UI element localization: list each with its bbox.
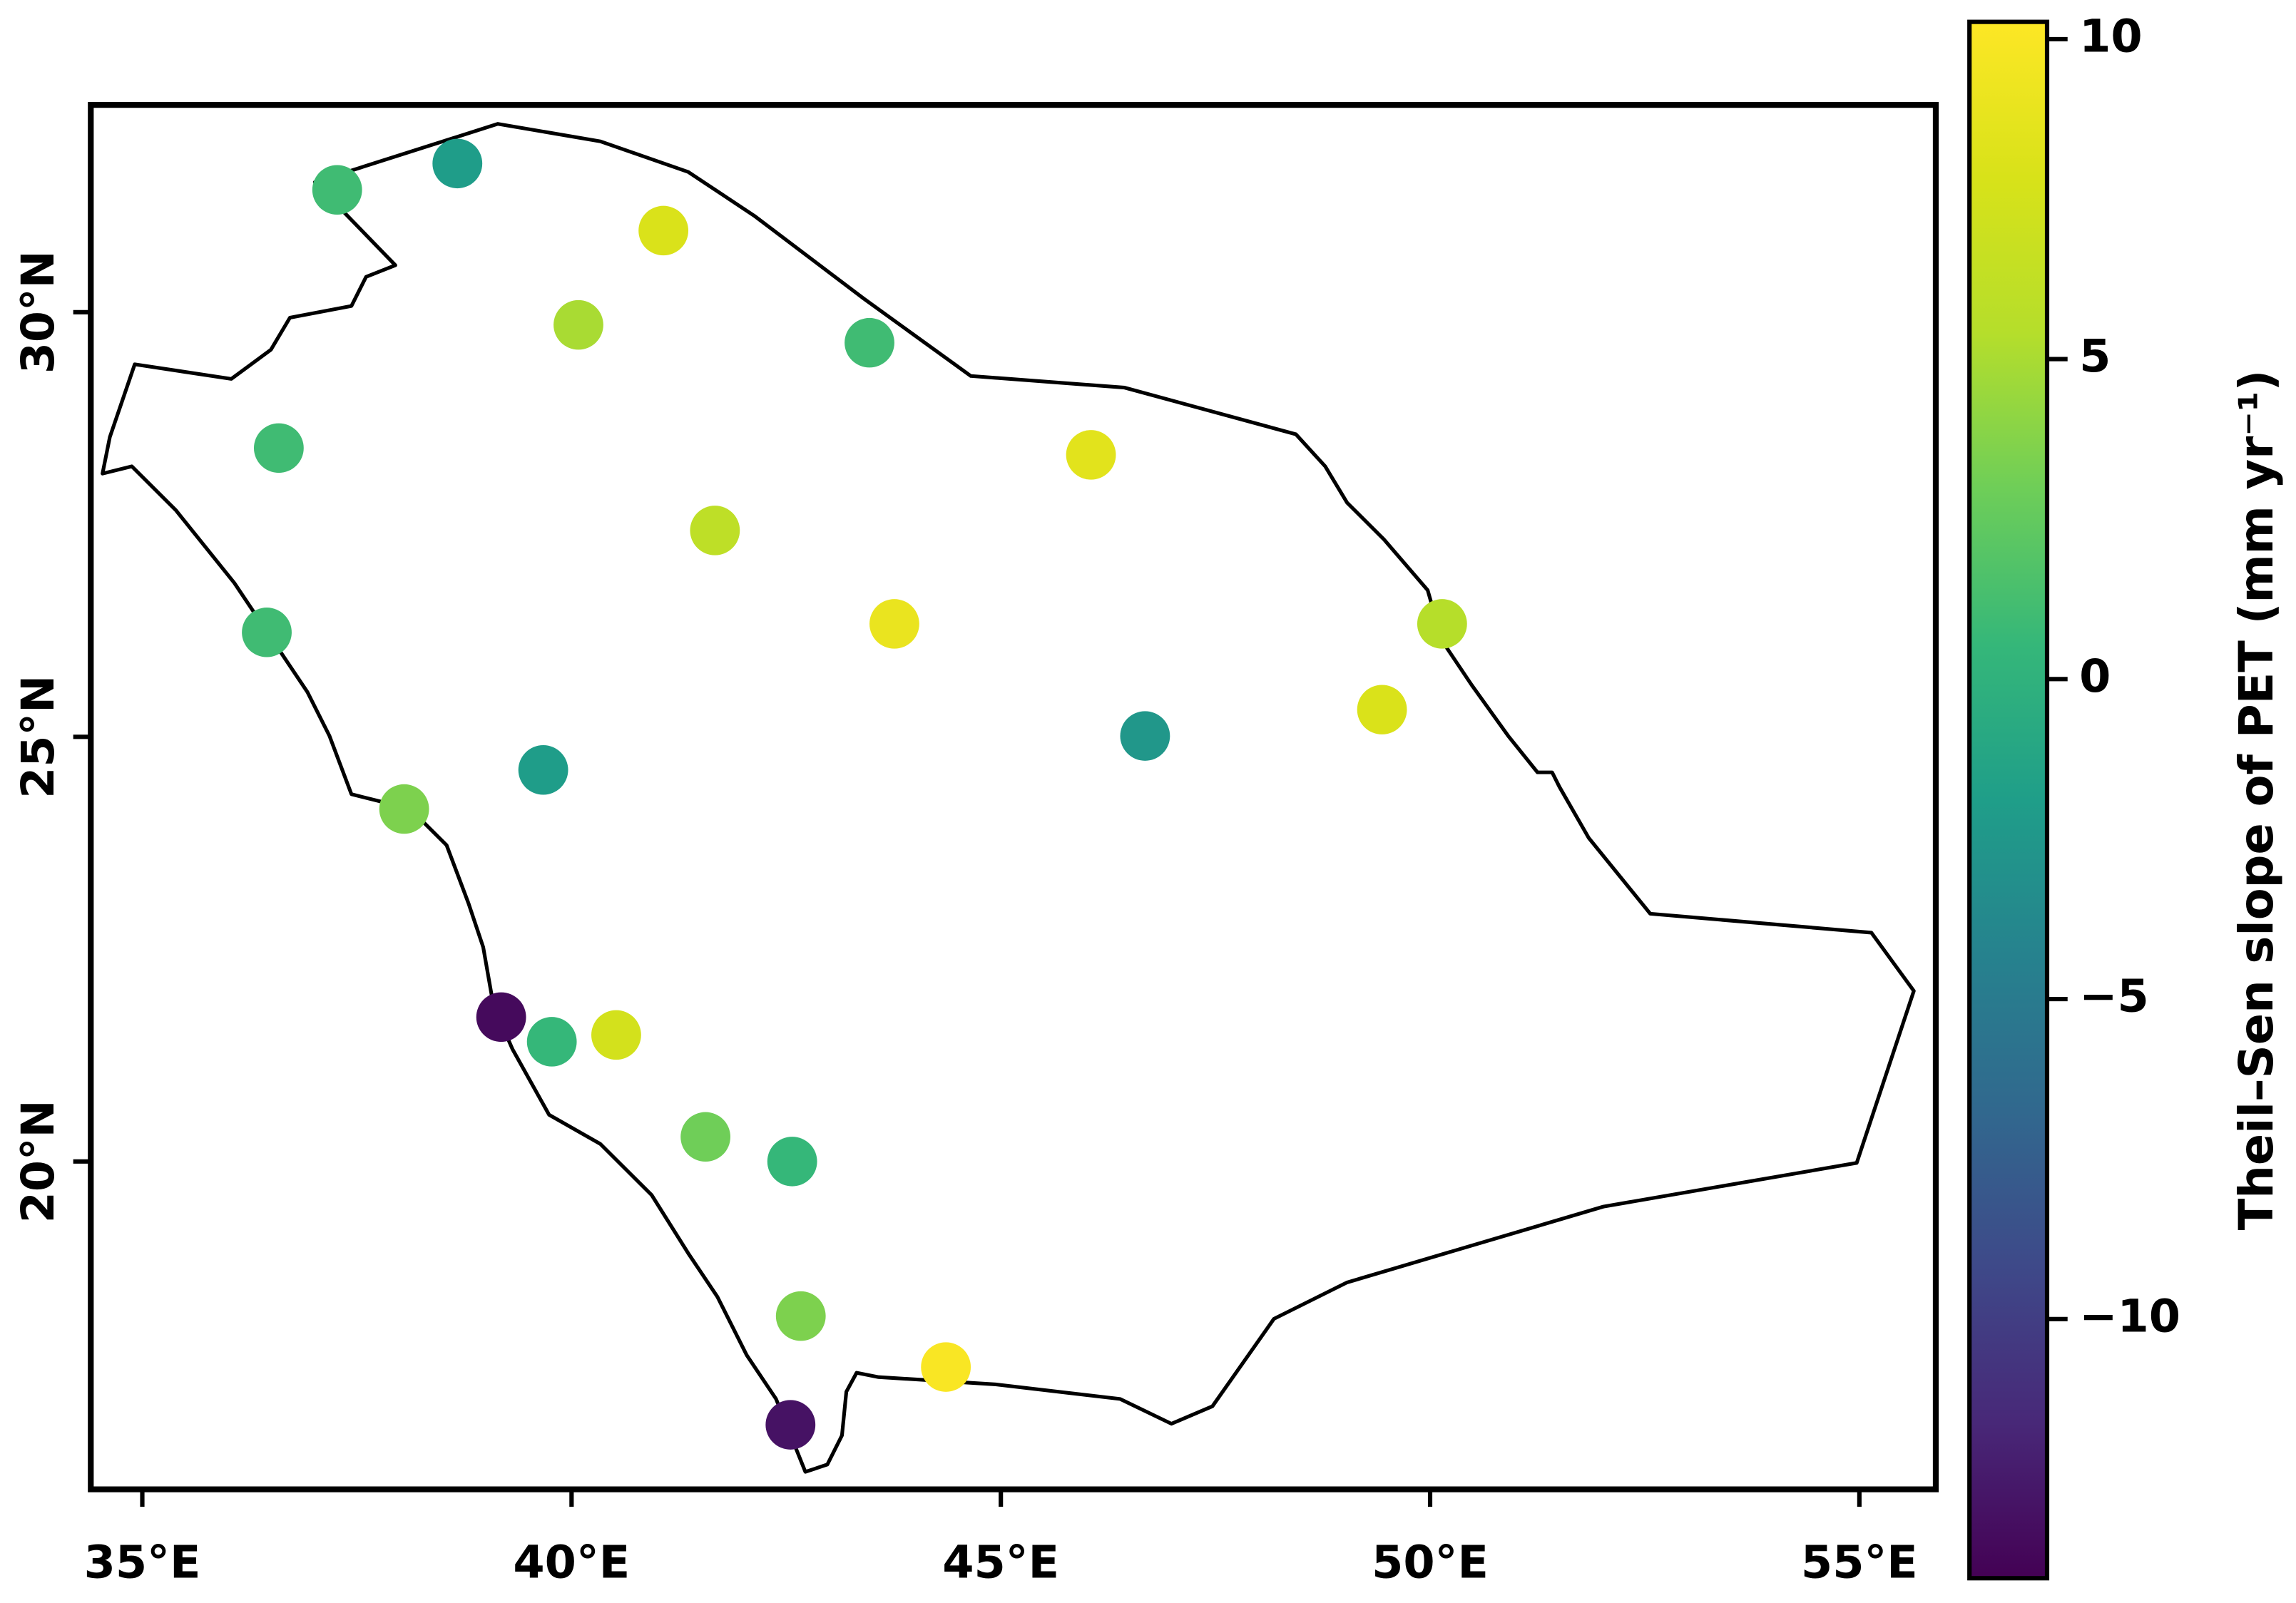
y-tick-label: 30°N [11, 250, 64, 374]
plot-frame [88, 102, 1939, 1492]
station-point [591, 1010, 641, 1060]
station-point [518, 745, 568, 795]
station-point [921, 1342, 971, 1392]
station-point [379, 784, 429, 834]
station-point [638, 205, 689, 256]
station-point [765, 1400, 816, 1450]
station-point [680, 1112, 731, 1162]
station-point [1357, 685, 1407, 734]
station-point [553, 299, 603, 350]
station-point [253, 423, 304, 473]
station-point [775, 1291, 826, 1341]
x-tick-label: 50°E [1372, 1536, 1489, 1589]
station-point [432, 138, 483, 189]
colorbar-tick-label: 0 [2079, 650, 2111, 702]
station-point [312, 165, 362, 215]
y-tick-label: 20°N [11, 1100, 64, 1223]
x-tick-label: 55°E [1801, 1536, 1918, 1589]
station-point [690, 506, 740, 555]
colorbar [1967, 19, 2050, 1581]
station-point [767, 1137, 817, 1187]
colorbar-tick-label: 10 [2079, 10, 2143, 63]
station-point [845, 317, 894, 368]
station-point [526, 1017, 577, 1067]
station-point [1120, 711, 1170, 761]
country-border [101, 122, 1916, 1474]
station-point [476, 992, 526, 1043]
colorbar-tick-label: −5 [2079, 970, 2149, 1023]
colorbar-tick-label: 5 [2079, 329, 2111, 382]
station-point [1066, 430, 1116, 480]
colorbar-label: Theil–Sen slope of PET (mm yr⁻¹) [2230, 370, 2284, 1231]
x-tick-label: 40°E [513, 1536, 630, 1589]
x-tick-label: 45°E [942, 1536, 1059, 1589]
station-point [1417, 599, 1467, 649]
y-tick-label: 25°N [11, 675, 64, 799]
x-tick-label: 35°E [84, 1536, 201, 1589]
colorbar-tick-label: −10 [2079, 1289, 2180, 1342]
station-point [869, 599, 919, 649]
station-point [242, 608, 292, 657]
